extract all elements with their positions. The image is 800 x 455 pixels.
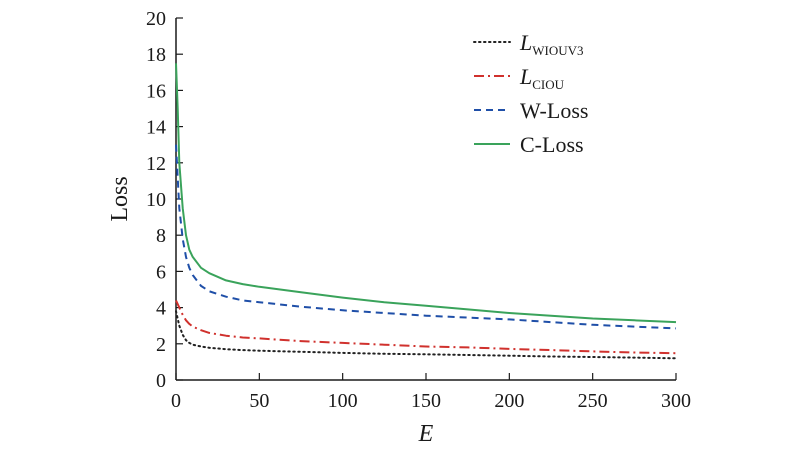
legend-label: C-Loss [520, 132, 584, 157]
y-tick-label: 20 [146, 8, 166, 30]
y-tick-label: 12 [146, 153, 166, 175]
y-axis-title: Loss [107, 176, 133, 221]
x-tick-label: 250 [578, 390, 608, 412]
y-tick-label: 8 [156, 225, 166, 247]
x-tick-label: 150 [411, 390, 441, 412]
x-axis-title: E [418, 421, 434, 447]
y-tick-label: 10 [146, 189, 166, 211]
y-tick-label: 18 [146, 44, 166, 66]
y-tick-label: 16 [146, 80, 166, 102]
legend-label-main: L [519, 64, 532, 89]
series-line-l-ciou [175, 299, 677, 355]
x-tick-label: 0 [171, 390, 181, 412]
y-tick-label: 0 [156, 370, 166, 392]
legend-label-main: L [519, 30, 532, 55]
y-ticks: 0 2 4 6 8 10 12 14 16 18 20 [146, 8, 183, 392]
plot-axes [175, 18, 676, 381]
series-layer [175, 63, 677, 360]
y-tick-label: 4 [156, 298, 166, 320]
x-tick-label: 200 [494, 390, 524, 412]
legend-label: LWIOUV3 [519, 30, 584, 58]
series-line-w-loss [175, 144, 677, 330]
series-line-l-wiouv3 [175, 310, 677, 360]
x-tick-label: 100 [328, 390, 358, 412]
legend-label-sub: WIOUV3 [532, 43, 583, 58]
legend-label: W-Loss [520, 98, 588, 123]
x-tick-label: 300 [661, 390, 691, 412]
x-tick-label: 50 [249, 390, 269, 412]
y-tick-label: 2 [156, 334, 166, 356]
legend-label: LCIOU [519, 64, 565, 92]
x-ticks: 0 50 100 150 200 250 300 [171, 373, 691, 412]
legend-label-sub: CIOU [532, 77, 564, 92]
y-tick-label: 6 [156, 261, 166, 283]
y-tick-label: 14 [146, 117, 166, 139]
series-line-c-loss [175, 63, 677, 324]
